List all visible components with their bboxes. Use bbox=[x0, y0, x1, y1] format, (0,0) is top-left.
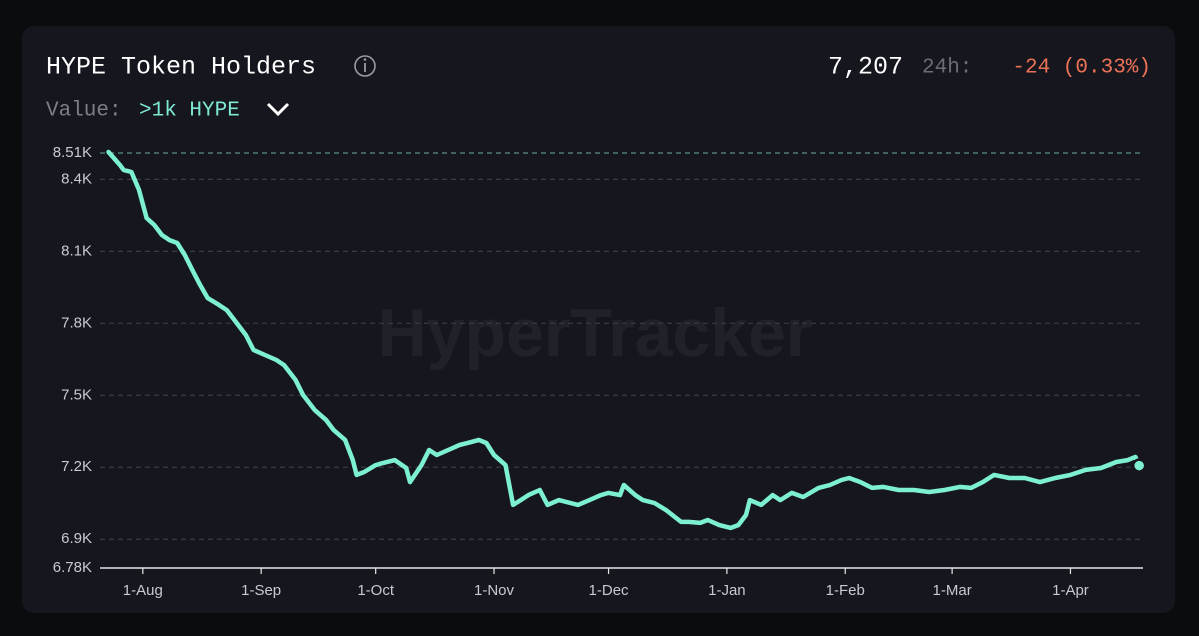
card bbox=[22, 26, 1175, 613]
x-tick-label: 1-Aug bbox=[123, 582, 163, 599]
x-tick-label: 1-Nov bbox=[474, 582, 515, 599]
chart-title: HYPE Token Holders bbox=[46, 53, 316, 82]
y-tick-label: 8.4K bbox=[61, 170, 92, 187]
watermark: HyperTracker bbox=[378, 295, 813, 371]
x-tick-label: 1-Apr bbox=[1052, 582, 1089, 599]
info-icon[interactable] bbox=[354, 55, 376, 77]
x-tick-label: 1-Feb bbox=[826, 582, 865, 599]
y-tick-label: 6.78K bbox=[53, 559, 92, 576]
line bbox=[106, 149, 1142, 531]
y-tick-label: 8.51K bbox=[53, 144, 92, 161]
x-tick-label: 1-Oct bbox=[357, 582, 395, 599]
x-tick-label: 1-Sep bbox=[241, 582, 281, 599]
y-tick-label: 7.5K bbox=[61, 386, 92, 403]
filter-value[interactable]: >1k HYPE bbox=[139, 100, 240, 123]
x-tick-label: 1-Jan bbox=[708, 582, 746, 599]
y-tick-label: 7.8K bbox=[61, 314, 92, 331]
y-tick-label: 8.1K bbox=[61, 242, 92, 259]
change-value: -24 (0.33%) bbox=[1012, 57, 1151, 80]
x-tick-label: 1-Dec bbox=[589, 582, 630, 599]
filter-label: Value: bbox=[46, 100, 122, 123]
change-label: 24h: bbox=[922, 57, 972, 80]
filter-chevron[interactable] bbox=[266, 102, 290, 117]
last-point bbox=[1131, 458, 1147, 473]
current-value: 7,207 bbox=[828, 53, 903, 82]
plot-area: 6.78K 6.9K 7.2K 7.5K 7.8K 8.1K 8.4K 8.51K 1-Aug 1… bbox=[53, 144, 1147, 599]
y-tick-label: 6.9K bbox=[61, 530, 92, 547]
y-tick-label: 7.2K bbox=[61, 458, 92, 475]
x-tick-label: 1-Mar bbox=[933, 582, 972, 599]
